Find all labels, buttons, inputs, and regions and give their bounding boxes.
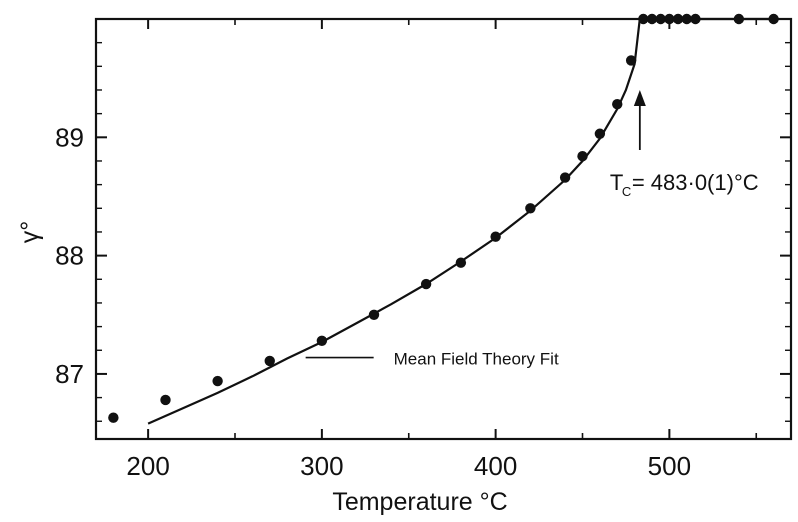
x-tick-label: 400 <box>474 451 517 481</box>
data-point <box>559 172 571 183</box>
data-point <box>664 13 675 25</box>
y-tick-label: 87 <box>55 359 84 389</box>
data-point <box>264 355 275 367</box>
annotations-layer: Mean Field Theory Fit TC = 483·0(1)°C <box>305 89 759 369</box>
data-point <box>655 13 666 25</box>
data-point <box>316 335 328 347</box>
data-point <box>768 13 779 25</box>
data-point <box>490 231 501 242</box>
x-tick-label: 200 <box>126 451 169 481</box>
data-point <box>420 278 432 290</box>
fit-label: Mean Field Theory Fit <box>394 350 559 369</box>
data-point <box>690 13 701 25</box>
data-point <box>212 375 223 387</box>
x-axis-title: Temperature °C <box>332 488 507 516</box>
data-point <box>646 13 658 25</box>
y-axis-title: γ° <box>16 221 44 244</box>
plot-frame <box>94 17 793 441</box>
x-axis-ticks: 200 300 400 500 <box>126 19 758 481</box>
tc-label-subscript: C <box>622 184 631 199</box>
data-points-layer <box>108 13 779 423</box>
tc-label-value: = 483·0(1)°C <box>632 170 759 195</box>
y-tick-label: 89 <box>55 122 84 152</box>
tc-arrow-head <box>633 89 646 106</box>
x-tick-label: 500 <box>648 451 691 481</box>
x-tick-label: 300 <box>300 451 343 481</box>
data-point <box>525 203 536 214</box>
data-point <box>455 257 467 268</box>
data-point <box>594 128 606 139</box>
data-point <box>733 13 745 25</box>
data-point <box>672 13 684 25</box>
data-point <box>577 151 588 162</box>
data-point <box>612 98 623 110</box>
data-point <box>108 412 119 423</box>
data-point <box>625 55 637 66</box>
data-point <box>681 13 692 25</box>
y-axis-ticks: 87 88 89 <box>55 41 791 422</box>
tc-label-prefix: T <box>610 170 623 195</box>
data-point <box>368 309 380 320</box>
data-point <box>638 13 649 25</box>
data-point <box>160 394 171 406</box>
y-tick-label: 88 <box>55 241 84 271</box>
